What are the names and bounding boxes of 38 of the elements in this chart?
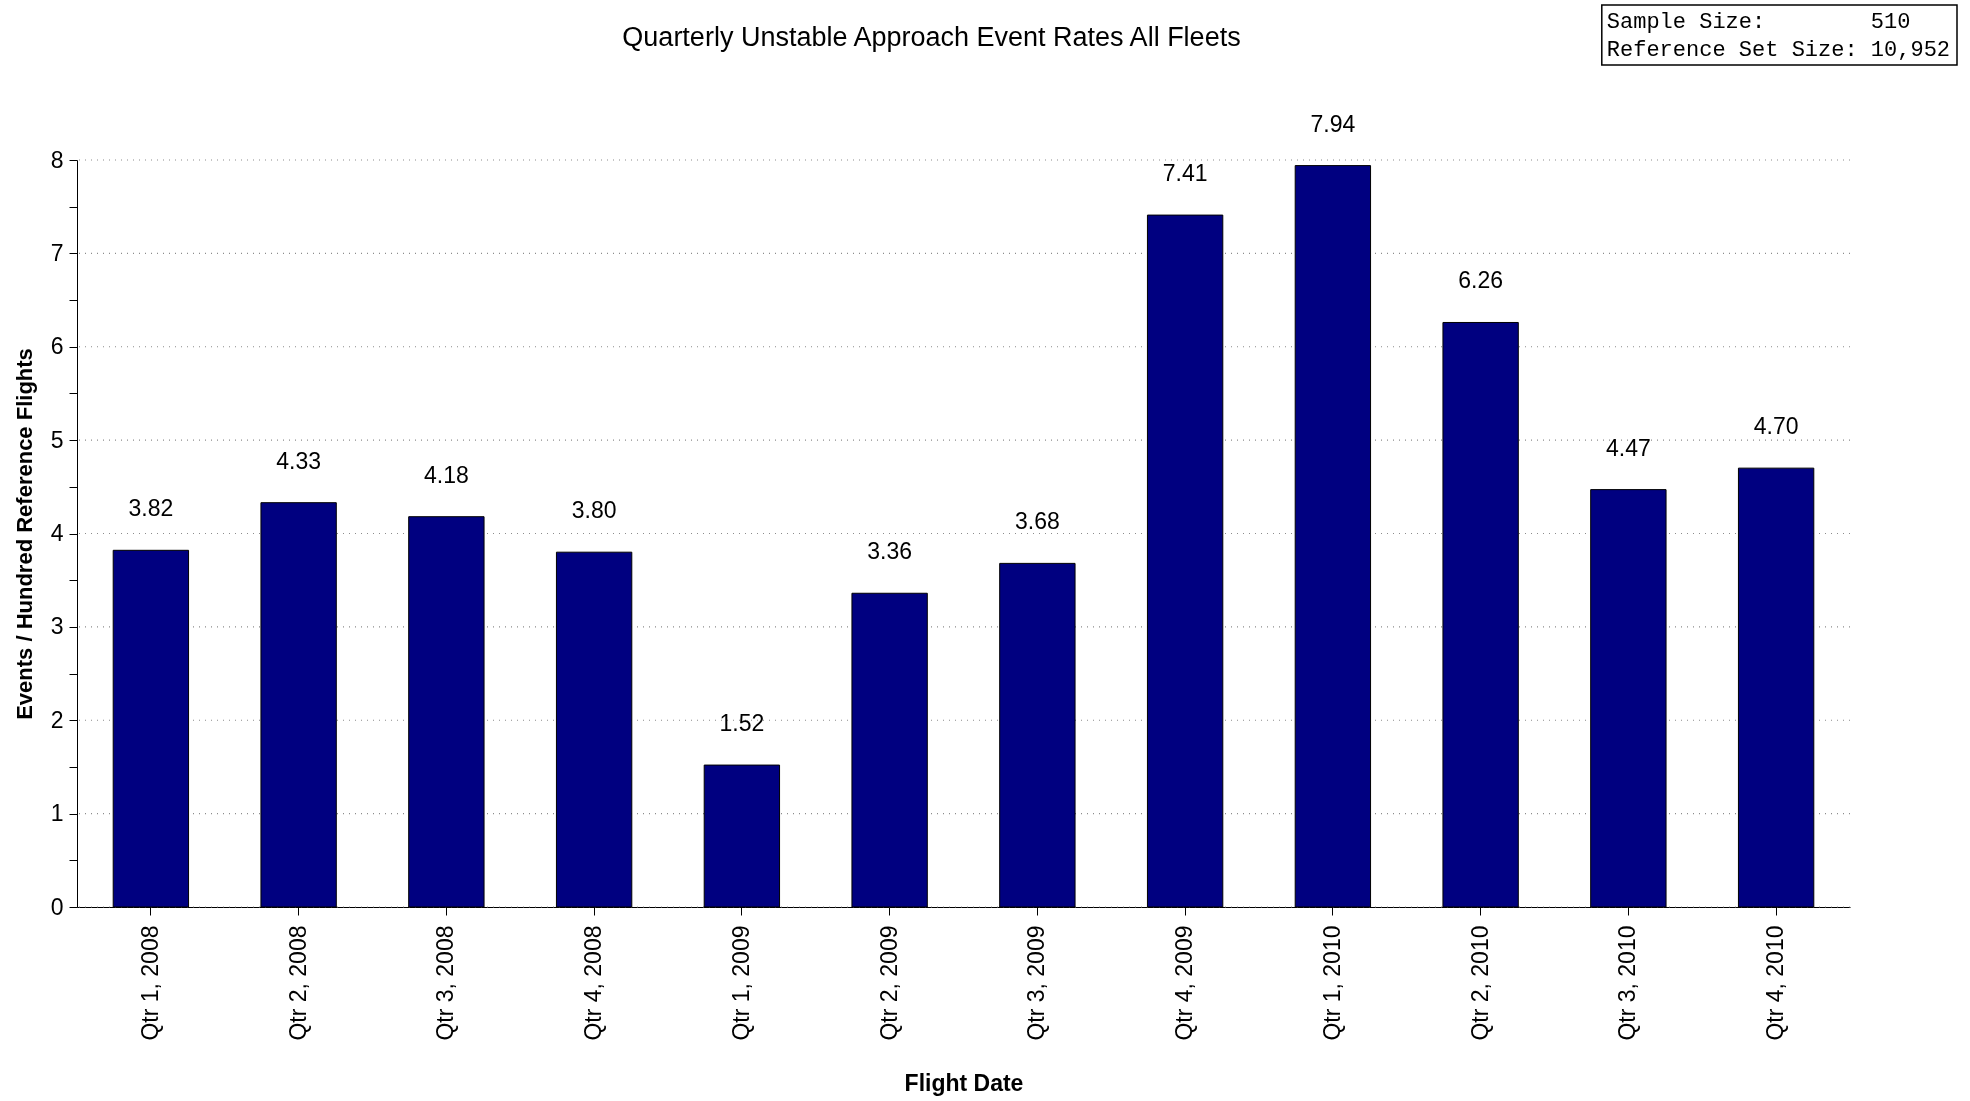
data-label: 3.68 — [1014, 508, 1060, 535]
x-tick-label: Qtr 1, 2009 — [727, 925, 754, 1041]
chart-title: Quarterly Unstable Approach Event Rates All Fleets — [622, 22, 1241, 52]
y-tick-label: 3 — [50, 613, 64, 640]
y-tick-label: 5 — [50, 426, 64, 453]
data-label: 4.70 — [1753, 413, 1799, 440]
data-label: 4.47 — [1605, 434, 1651, 461]
y-tick-label: 8 — [50, 146, 64, 173]
y-tick-label: 7 — [50, 239, 64, 266]
data-label: 4.33 — [276, 447, 322, 474]
x-tick-label: Qtr 2, 2010 — [1466, 925, 1493, 1041]
x-tick-label: Qtr 1, 2008 — [136, 925, 163, 1041]
y-tick-label: 4 — [50, 520, 64, 546]
x-tick-label: Qtr 3, 2010 — [1614, 925, 1641, 1041]
x-axis-title: Flight Date — [904, 1069, 1024, 1096]
x-tick-label: Qtr 3, 2008 — [432, 925, 459, 1041]
y-tick-label: 2 — [50, 706, 64, 733]
data-label: 7.94 — [1310, 110, 1356, 137]
data-label: 3.36 — [867, 538, 913, 565]
x-tick-label: Qtr 4, 2010 — [1762, 925, 1789, 1041]
x-tick-label: Qtr 1, 2010 — [1318, 925, 1345, 1041]
x-tick-label: Qtr 2, 2009 — [875, 925, 902, 1041]
data-label: 3.82 — [128, 495, 174, 522]
x-tick-label: Qtr 4, 2009 — [1171, 925, 1198, 1041]
data-label: 7.41 — [1162, 160, 1208, 187]
y-axis-title: Events / Hundred Reference Flights — [11, 348, 37, 720]
y-tick-label: 1 — [50, 800, 64, 827]
data-label: 1.52 — [719, 710, 765, 737]
data-label: 4.18 — [423, 461, 469, 488]
x-tick-label: Qtr 3, 2009 — [1023, 925, 1050, 1041]
x-tick-label: Qtr 4, 2008 — [580, 925, 607, 1041]
y-tick-label: 6 — [50, 333, 64, 360]
text: Reference Set Size: 10,952 — [1606, 38, 1951, 63]
data-label: 3.80 — [571, 497, 617, 524]
data-label: 6.26 — [1458, 267, 1504, 294]
text: Sample Size: 510 — [1606, 10, 1911, 35]
x-tick-label: Qtr 2, 2008 — [284, 925, 311, 1041]
y-tick-label: 0 — [50, 893, 64, 920]
